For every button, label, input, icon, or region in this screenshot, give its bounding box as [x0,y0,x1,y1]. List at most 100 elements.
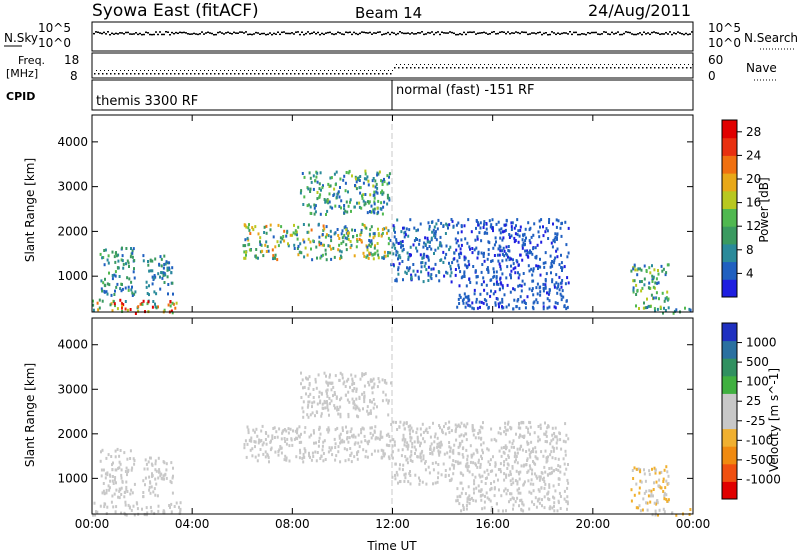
heatmap-cell [292,429,294,433]
heatmap-cell [639,509,642,513]
heatmap-cell [393,443,396,447]
heatmap-cell [507,255,509,259]
nave-point [508,64,509,65]
heatmap-cell [298,441,301,444]
heatmap-cell [381,189,384,193]
nsky-point [155,31,157,33]
heatmap-cell [151,275,154,279]
heatmap-cell [386,254,389,258]
heatmap-cell [565,243,568,247]
nsky-point [427,31,429,34]
heatmap-cell [648,469,651,473]
nsky-point [409,33,411,35]
heatmap-cell [391,475,394,479]
heatmap-cell [664,273,667,277]
heatmap-cell [643,277,646,281]
heatmap-cell [504,421,507,425]
x-tick-label: 00:00 [676,517,711,531]
nsky-point [455,33,457,36]
heatmap-cell [128,265,130,268]
heatmap-cell [293,247,296,250]
heatmap-cell [105,456,108,460]
nave-point [172,70,173,71]
nsky-point [283,31,285,33]
freq-point [522,67,524,69]
nave-point [556,64,557,65]
heatmap-cell [554,306,557,310]
nsky-point [547,33,549,36]
heatmap-cell [493,486,496,490]
heatmap-cell [243,446,246,450]
nsky-point [207,31,209,34]
nsky-point [353,31,355,34]
freq-point [486,67,488,69]
heatmap-cell [413,239,416,243]
date-title: 24/Aug/2011 [588,1,691,20]
heatmap-cell [545,272,548,276]
heatmap-cell [640,268,643,272]
nsky-point [367,32,369,34]
heatmap-cell [352,433,355,437]
heatmap-cell [516,496,519,500]
heatmap-cell [394,246,397,250]
heatmap-cell [303,447,306,451]
heatmap-cell [318,235,321,239]
heatmap-cell [112,505,115,509]
heatmap-cell [518,487,521,491]
heatmap-cell [536,292,539,296]
y-tick-label: 2000 [57,224,88,238]
nsky-point [515,31,517,33]
heatmap-cell [119,449,122,452]
heatmap-cell [368,252,371,256]
heatmap-cell [549,442,552,446]
heatmap-cell [542,476,545,480]
heatmap-cell [475,219,478,222]
velocity-heatmap-cells [92,371,692,517]
heatmap-cell [516,233,519,237]
heatmap-cell [382,205,385,209]
heatmap-cell [494,301,497,305]
heatmap-cell [333,232,336,236]
nsky-point [191,33,193,35]
nsky-point [381,33,383,36]
heatmap-cell [323,371,326,375]
heatmap-cell [358,395,361,399]
nsky-point [521,31,523,33]
heatmap-cell [402,433,405,437]
heatmap-cell [179,501,182,505]
heatmap-cell [558,477,561,481]
heatmap-cell [381,227,384,231]
heatmap-cell [168,266,171,270]
heatmap-cell [518,447,521,451]
heatmap-cell [289,233,292,237]
heatmap-cell [562,439,565,443]
heatmap-cell [564,449,567,453]
heatmap-cell [482,441,485,445]
heatmap-cell [525,463,528,467]
heatmap-cell [141,507,143,511]
nsky-point [97,31,99,34]
heatmap-cell [477,223,480,227]
nsky-point [679,32,681,34]
heatmap-cell [490,438,493,442]
freq-point [606,67,608,69]
nsky-point [281,31,283,34]
heatmap-cell [252,228,255,232]
heatmap-cell [503,472,506,476]
freq-point [142,73,144,75]
heatmap-cell [422,454,425,458]
heatmap-cell [649,500,652,504]
nsearch-tick-bottom: 10^0 [708,36,741,50]
nave-point [532,64,533,65]
heatmap-cell [526,249,529,253]
heatmap-cell [402,278,404,282]
heatmap-cell [558,275,561,279]
heatmap-cell [159,275,161,279]
heatmap-cell [497,431,500,435]
heatmap-cell [381,212,384,216]
heatmap-cell [547,490,550,494]
nave-point [356,70,357,71]
heatmap-cell [295,233,298,237]
heatmap-cell [266,452,269,456]
heatmap-cell [547,455,549,459]
